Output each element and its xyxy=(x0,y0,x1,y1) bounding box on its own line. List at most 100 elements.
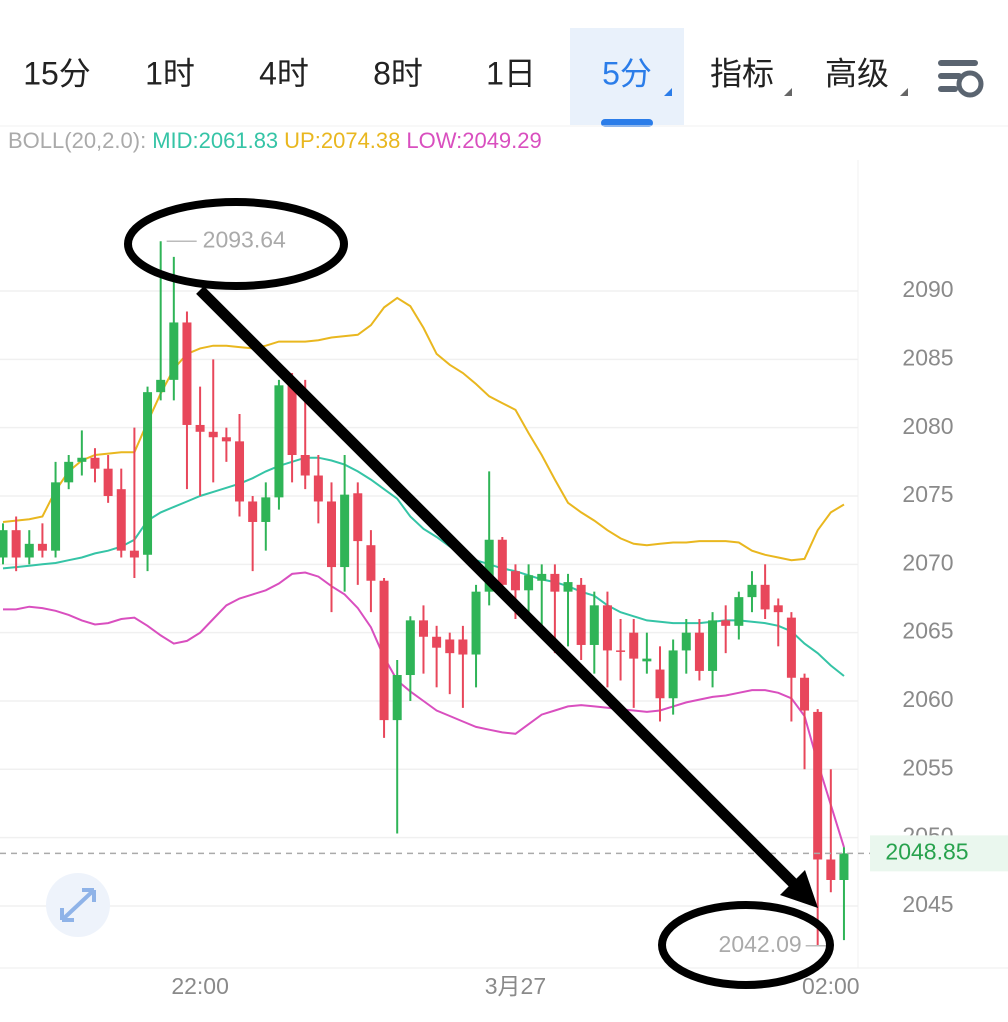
highlight-ellipse xyxy=(658,901,834,989)
candle-body xyxy=(681,632,691,651)
y-tick-label: 2060 xyxy=(902,686,953,712)
candle-body xyxy=(116,489,126,551)
candle-body xyxy=(839,853,849,880)
legend-value: 2074.38 xyxy=(321,128,401,153)
candle-body xyxy=(248,501,258,522)
active-tab-bg xyxy=(570,28,684,125)
x-tick-label: 3月27 xyxy=(485,973,546,999)
candle-body xyxy=(379,580,389,721)
candle-body xyxy=(195,424,205,432)
candle-body xyxy=(629,632,639,659)
boll-line xyxy=(3,571,845,848)
candle-body xyxy=(602,605,612,651)
candle-body xyxy=(64,461,74,483)
candle-body xyxy=(37,543,47,551)
candle-body xyxy=(760,584,770,610)
y-tick-label: 2075 xyxy=(902,481,953,507)
tab[interactable]: 8时 xyxy=(373,55,423,91)
tab-corner xyxy=(664,88,672,96)
y-tick-label: 2085 xyxy=(902,344,953,370)
candle-body xyxy=(655,669,665,699)
icon-bar xyxy=(938,60,978,66)
candle-body xyxy=(668,650,678,699)
tab[interactable]: 指标 xyxy=(710,55,774,91)
expand-icon[interactable] xyxy=(46,873,110,937)
y-tick-label: 2045 xyxy=(902,891,953,917)
candle-body xyxy=(445,639,455,654)
candle-body xyxy=(103,468,113,497)
icon-gear xyxy=(956,70,984,98)
candle-body xyxy=(0,530,8,558)
x-tick-label: 02:00 xyxy=(802,973,860,999)
legend-name: MID: xyxy=(152,128,198,153)
tab-corner xyxy=(900,88,908,96)
arrow-head xyxy=(780,870,818,908)
settings-icon[interactable] xyxy=(938,60,984,98)
icon-arrows xyxy=(60,888,96,922)
candle-body xyxy=(589,605,599,645)
candle-body xyxy=(405,620,415,676)
candle-body xyxy=(708,620,718,671)
legend-value: 2061.83 xyxy=(199,128,279,153)
candle-body xyxy=(642,658,652,662)
tab[interactable]: 4时 xyxy=(259,55,309,91)
candle-body xyxy=(340,494,350,568)
last-price-label: 2048.85 xyxy=(885,838,968,864)
candle-body xyxy=(90,457,100,469)
y-tick-label: 2055 xyxy=(902,754,953,780)
candle-body xyxy=(261,497,271,522)
indicator-legend: BOLL(20,2.0): MID:2061.83 UP:2074.38 LOW:20… xyxy=(8,128,542,153)
candle-body xyxy=(313,475,323,502)
y-tick-label: 2065 xyxy=(902,618,953,644)
icon-bar xyxy=(938,86,958,92)
candle-body xyxy=(721,620,731,626)
indicator-label: BOLL(20,2.0): xyxy=(8,128,146,153)
candle-body xyxy=(169,322,179,380)
candle-body xyxy=(353,493,363,542)
tab[interactable]: 1日 xyxy=(486,55,536,91)
candle-body xyxy=(694,632,704,671)
candle-body xyxy=(458,639,468,655)
candle-body xyxy=(576,584,586,645)
active-tab-indicator xyxy=(601,119,653,127)
candle-body xyxy=(471,591,481,655)
candle-body xyxy=(510,571,520,591)
tab[interactable]: 5分 xyxy=(602,55,652,91)
tab[interactable]: 高级 xyxy=(825,55,889,91)
candle-body xyxy=(129,550,139,558)
candle-body xyxy=(747,584,757,598)
candle-body xyxy=(432,636,442,648)
tab[interactable]: 15分 xyxy=(23,55,91,91)
candle-body xyxy=(156,379,166,393)
highlight-ellipse xyxy=(124,198,348,290)
candle-body xyxy=(563,582,573,592)
candle-body xyxy=(800,677,810,711)
candle-body xyxy=(537,573,547,581)
legend-name: UP: xyxy=(284,128,321,153)
candle-body xyxy=(77,457,87,462)
candle-body xyxy=(287,385,297,456)
candle-body xyxy=(497,539,507,585)
candle-body xyxy=(734,597,744,626)
last-price-bg xyxy=(870,835,1008,872)
x-tick-label: 22:00 xyxy=(171,973,229,999)
candle-body xyxy=(221,437,231,442)
candle-body xyxy=(826,859,836,880)
max-label: 2093.64 xyxy=(203,226,286,252)
tab[interactable]: 1时 xyxy=(145,55,195,91)
candle-body xyxy=(182,322,192,425)
candle-body xyxy=(51,482,61,551)
min-label: 2042.09 xyxy=(719,931,802,957)
candle-body xyxy=(418,620,428,637)
candle-body xyxy=(366,545,376,581)
candle-body xyxy=(274,385,284,498)
tab-corner xyxy=(784,88,792,96)
candle-body xyxy=(484,539,494,592)
candle-body xyxy=(24,543,34,558)
candle-body xyxy=(392,675,402,721)
legend-name: LOW: xyxy=(406,128,462,153)
candle-body xyxy=(300,455,310,476)
y-tick-label: 2080 xyxy=(902,413,953,439)
candle-body xyxy=(550,573,560,592)
